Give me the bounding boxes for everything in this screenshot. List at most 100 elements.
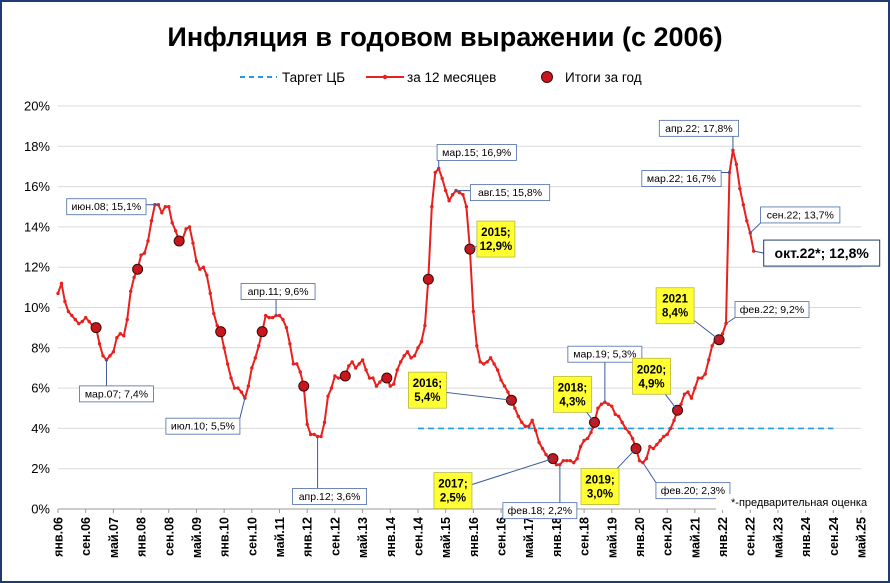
series-point — [648, 444, 652, 449]
series-point — [527, 424, 531, 429]
legend-target-label: Таргет ЦБ — [282, 70, 345, 85]
series-point — [208, 291, 212, 296]
year-result-point — [256, 326, 268, 338]
series-point — [565, 458, 569, 463]
x-tick-label: сен.10 — [245, 517, 259, 556]
x-tick-label: янв.08 — [135, 517, 149, 557]
series-point — [250, 366, 254, 370]
x-tick-label: янв.20 — [633, 517, 647, 557]
series-point — [73, 317, 78, 322]
callout-text: июл.10; 5,5% — [171, 421, 235, 433]
year-callout-box — [433, 472, 473, 510]
series-point — [623, 426, 628, 431]
series-point — [267, 315, 271, 320]
latest-callout-text: окт.22*; 12,8% — [775, 245, 870, 261]
y-tick-label: 14% — [24, 219, 50, 234]
year-callout-text: 8,4% — [662, 308, 688, 320]
x-tick-label: май.25 — [855, 517, 869, 558]
series-point — [56, 291, 60, 296]
x-tick-label: май.21 — [688, 517, 702, 558]
series-point — [430, 205, 434, 209]
series-point — [558, 462, 562, 467]
series-point — [423, 323, 427, 328]
callout-text: мар.07; 7,4% — [85, 388, 148, 400]
series-point — [651, 446, 656, 451]
series-point — [672, 418, 676, 423]
footnote-box — [716, 494, 872, 510]
series-point — [322, 420, 327, 425]
series-point — [520, 420, 524, 425]
year-result-point — [381, 372, 393, 384]
series-point — [263, 313, 268, 318]
callout-text: авг.15; 15,8% — [478, 187, 542, 199]
series-point — [457, 190, 462, 195]
series-point — [433, 170, 437, 175]
x-tick-label: сен.16 — [495, 517, 509, 556]
callout-box — [79, 385, 154, 403]
series-point — [464, 205, 469, 209]
x-tick-label: май.15 — [439, 517, 453, 558]
series-point — [627, 430, 631, 435]
series-point — [326, 394, 330, 398]
callout-text: мар.22; 16,7% — [647, 173, 716, 185]
series-point — [710, 344, 714, 348]
series-point — [319, 434, 323, 439]
series-point — [554, 462, 559, 467]
callout-text: апр.12; 3,6% — [299, 491, 361, 503]
year-results — [90, 235, 725, 465]
series-point — [173, 229, 178, 233]
series-point — [139, 253, 143, 257]
series-point — [644, 456, 649, 461]
series-point — [222, 346, 226, 350]
year-result-point — [422, 273, 434, 285]
series-point — [66, 309, 71, 314]
series-point — [277, 313, 282, 318]
series-point — [80, 319, 84, 324]
series-point — [111, 350, 116, 354]
series-point — [700, 376, 704, 380]
x-tick-label: сен.08 — [162, 517, 176, 556]
series-line — [57, 149, 755, 466]
series-point — [454, 188, 458, 193]
series-point — [170, 221, 174, 225]
series-point — [516, 414, 521, 419]
legend-year-label: Итоги за год — [565, 70, 642, 85]
series-point — [610, 404, 614, 408]
x-tick-label: сен.24 — [827, 517, 841, 556]
series-point — [537, 440, 541, 445]
series-point — [398, 360, 403, 364]
series-point — [253, 356, 257, 360]
series-point — [63, 299, 67, 304]
y-tick-label: 6% — [31, 381, 50, 396]
x-axis: янв.06 сен.06 май.07 янв.08 сен.08 май.09 янв.… — [52, 509, 869, 558]
callout-box — [658, 119, 739, 137]
series-point — [371, 376, 375, 380]
series-point — [485, 360, 489, 364]
series-point — [637, 458, 642, 463]
series-point — [578, 444, 583, 449]
year-result-point — [298, 380, 310, 392]
series-point — [288, 342, 292, 346]
x-tick-label: янв.16 — [467, 517, 481, 557]
series-point — [412, 354, 417, 358]
series-point — [388, 384, 392, 388]
callout-text: мар.15; 16,9% — [442, 147, 511, 159]
x-tick-label: май.07 — [107, 517, 121, 558]
callout-text: апр.22; 17,8% — [665, 123, 733, 135]
series-point — [336, 376, 341, 380]
series-point — [118, 331, 123, 336]
series-point — [606, 402, 611, 406]
series-point — [350, 360, 354, 364]
series-point — [513, 406, 517, 410]
series-point — [596, 406, 600, 410]
year-result-point — [215, 326, 227, 338]
series-point — [333, 374, 337, 378]
y-tick-label: 18% — [24, 139, 50, 154]
callout-text: фев.18; 2,2% — [508, 505, 572, 517]
year-result-point — [173, 235, 185, 247]
x-tick-label: май.11 — [273, 517, 287, 557]
series-point — [215, 323, 219, 328]
series-point — [409, 356, 413, 360]
series-point — [239, 390, 244, 394]
series-point — [305, 422, 309, 427]
